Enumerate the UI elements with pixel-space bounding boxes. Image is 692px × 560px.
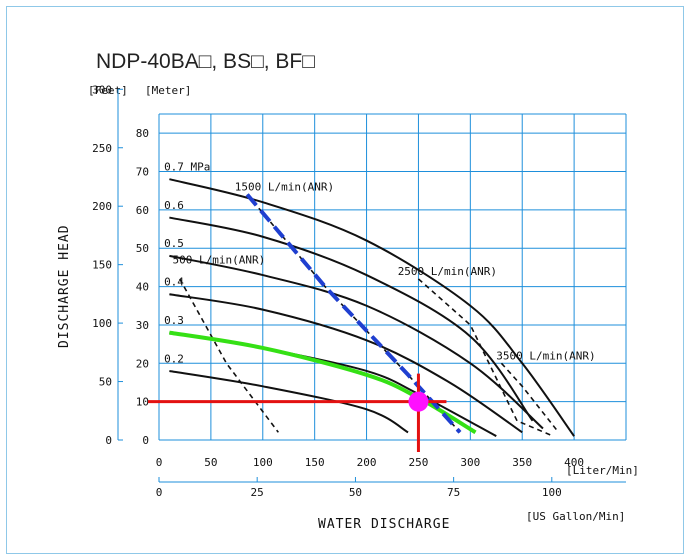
- y-axis-title: DISCHARGE HEAD: [57, 224, 72, 348]
- feet-tick-label: 300: [92, 83, 112, 96]
- x-unit-liter: [Liter/Min]: [566, 464, 639, 477]
- pressure-label: 0.7 MPa: [164, 161, 210, 174]
- feet-tick-label: 50: [99, 376, 112, 389]
- meter-tick-label: 50: [136, 242, 149, 255]
- pressure-curve: [169, 369, 409, 434]
- highlight-pressure-curve: [169, 330, 477, 435]
- pressure-label: 0.3: [164, 314, 184, 327]
- pressure-curve: [169, 216, 534, 422]
- pressure-curve: [169, 178, 575, 437]
- pressure-curve: [169, 254, 544, 430]
- chart-title: NDP-40BA□, BS□, BF□: [96, 50, 315, 73]
- x-tick-label: 300: [460, 456, 480, 469]
- air-consumption-line: [500, 362, 560, 433]
- highlight-layer: [148, 193, 477, 452]
- highlight-air-line: [245, 193, 462, 434]
- pressure-curve: [169, 293, 523, 434]
- y-unit-meter: [Meter]: [145, 84, 191, 97]
- series-labels: 0.7 MPa 0.6 0.5 0.4 0.3 0.2 500 L/min(ANR) 1500…: [164, 161, 596, 366]
- x-tick-label: 50: [204, 456, 217, 469]
- meter-tick-label: 20: [136, 357, 149, 370]
- chart-frame: [6, 6, 684, 554]
- x-unit-gallon: [US Gallon/Min]: [526, 510, 625, 523]
- meter-tick-label: 10: [136, 396, 149, 409]
- feet-tick-label: 100: [92, 317, 112, 330]
- x-tick-label: 150: [305, 456, 325, 469]
- grid: [158, 113, 627, 441]
- gallon-tick-label: 25: [251, 486, 264, 499]
- meter-tick-label: 30: [136, 319, 149, 332]
- gallon-tick-label: 100: [542, 486, 562, 499]
- operating-point: [408, 391, 429, 412]
- meter-tick-label: 0: [142, 434, 149, 447]
- x-tick-label: 400: [564, 456, 584, 469]
- air-line-label: 500 L/min(ANR): [172, 254, 265, 267]
- axes: [117, 88, 626, 483]
- air-line-label: 2500 L/min(ANR): [398, 265, 497, 278]
- feet-tick-label: 200: [92, 200, 112, 213]
- feet-tick-label: 0: [105, 434, 112, 447]
- meter-tick-label: 60: [136, 204, 149, 217]
- feet-tick-label: 150: [92, 259, 112, 272]
- x-tick-label: 250: [409, 456, 429, 469]
- feet-tick-label: 250: [92, 142, 112, 155]
- air-consumption-line: [179, 278, 279, 433]
- gallon-tick-label: 75: [447, 486, 460, 499]
- pressure-label: 0.5: [164, 237, 184, 250]
- meter-tick-label: 70: [136, 166, 149, 179]
- pressure-label: 0.4: [164, 276, 184, 289]
- x-tick-label: 0: [156, 456, 163, 469]
- air-line-label: 3500 L/min(ANR): [496, 349, 595, 362]
- x-tick-label: 100: [253, 456, 273, 469]
- pressure-label: 0.6: [164, 199, 184, 212]
- air-line-label: 1500 L/min(ANR): [235, 181, 334, 194]
- x-tick-label: 200: [357, 456, 377, 469]
- gallon-tick-label: 0: [156, 486, 163, 499]
- x-axis-title: WATER DISCHARGE: [318, 517, 450, 532]
- x-tick-label: 350: [512, 456, 532, 469]
- meter-tick-label: 40: [136, 281, 149, 294]
- pressure-label: 0.2: [164, 352, 184, 365]
- meter-tick-label: 80: [136, 127, 149, 140]
- gallon-tick-label: 50: [349, 486, 362, 499]
- pressure-curves: [169, 178, 575, 438]
